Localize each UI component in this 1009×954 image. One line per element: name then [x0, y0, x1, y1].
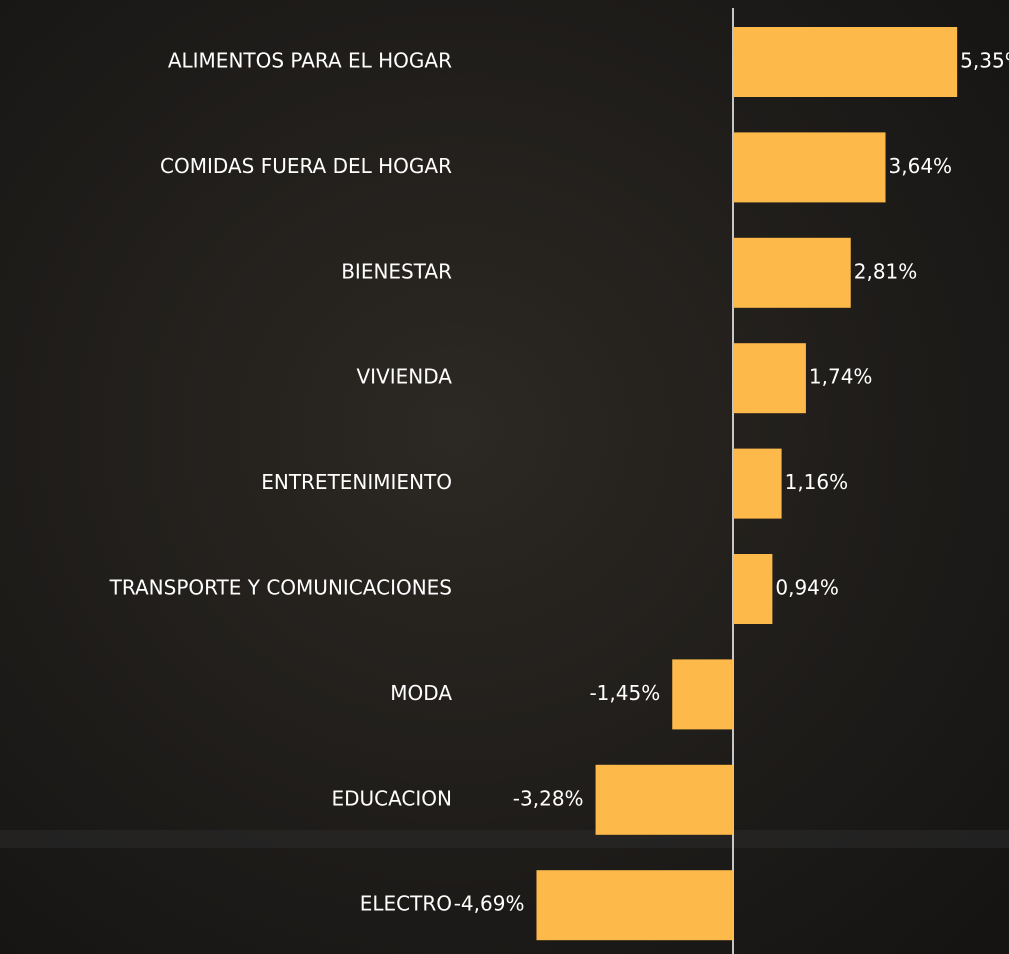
shelf [0, 830, 1009, 848]
category-label: TRANSPORTE Y COMUNICACIONES [109, 576, 452, 600]
chart: ALIMENTOS PARA EL HOGAR 5,35% COMIDAS FUER… [0, 0, 1009, 954]
value-label: 0,94% [775, 576, 839, 600]
value-label: 3,64% [889, 154, 953, 178]
category-label: EDUCACION [331, 786, 452, 810]
bar [536, 870, 733, 940]
category-label: MODA [390, 681, 452, 705]
bar [733, 132, 886, 202]
bar [733, 449, 782, 519]
category-label: ELECTRO [360, 892, 452, 916]
value-label: -1,45% [589, 681, 660, 705]
bar [733, 554, 772, 624]
value-label: -4,69% [454, 892, 525, 916]
bar [733, 238, 851, 308]
value-label: 1,74% [809, 365, 873, 389]
bar [733, 27, 957, 97]
category-label: COMIDAS FUERA DEL HOGAR [160, 154, 452, 178]
bar [672, 659, 733, 729]
category-label: BIENESTAR [341, 259, 452, 283]
bar [596, 765, 733, 835]
bar [733, 343, 806, 413]
value-label: -3,28% [513, 786, 584, 810]
value-label: 2,81% [854, 259, 918, 283]
value-label: 1,16% [785, 470, 849, 494]
category-label: ENTRETENIMIENTO [261, 470, 452, 494]
value-label: 5,35% [960, 49, 1009, 73]
category-label: ALIMENTOS PARA EL HOGAR [168, 49, 452, 73]
category-label: VIVIENDA [357, 365, 453, 389]
